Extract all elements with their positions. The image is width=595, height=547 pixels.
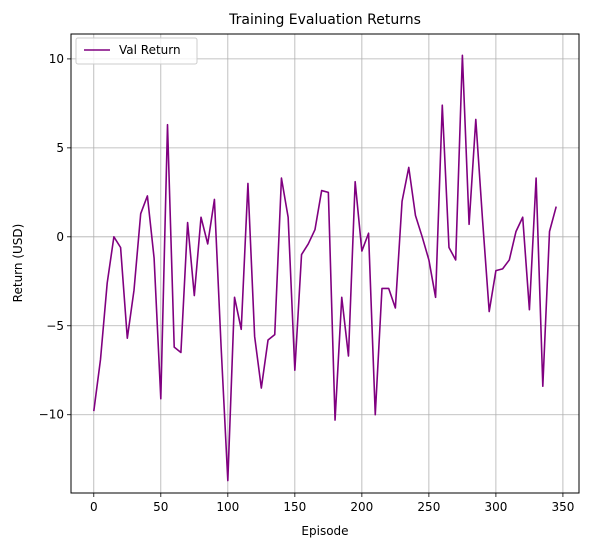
y-tick-label: 10 (49, 52, 64, 66)
y-tick-label: −10 (39, 408, 64, 422)
y-tick-label: 0 (56, 230, 64, 244)
legend-label-val-return: Val Return (119, 43, 181, 57)
x-tick-label: 300 (484, 500, 507, 514)
x-tick-label: 0 (90, 500, 98, 514)
y-tick-label: −5 (46, 319, 64, 333)
x-tick-label: 100 (216, 500, 239, 514)
x-tick-label: 250 (417, 500, 440, 514)
x-tick-label: 50 (153, 500, 168, 514)
chart-title: Training Evaluation Returns (228, 12, 421, 28)
y-tick-label: 5 (56, 141, 64, 155)
x-tick-label: 350 (551, 500, 574, 514)
y-axis-label: Return (USD) (11, 224, 25, 303)
x-tick-label: 200 (350, 500, 373, 514)
x-axis-label: Episode (301, 524, 348, 538)
legend: Val Return (76, 38, 197, 64)
x-tick-label: 150 (283, 500, 306, 514)
